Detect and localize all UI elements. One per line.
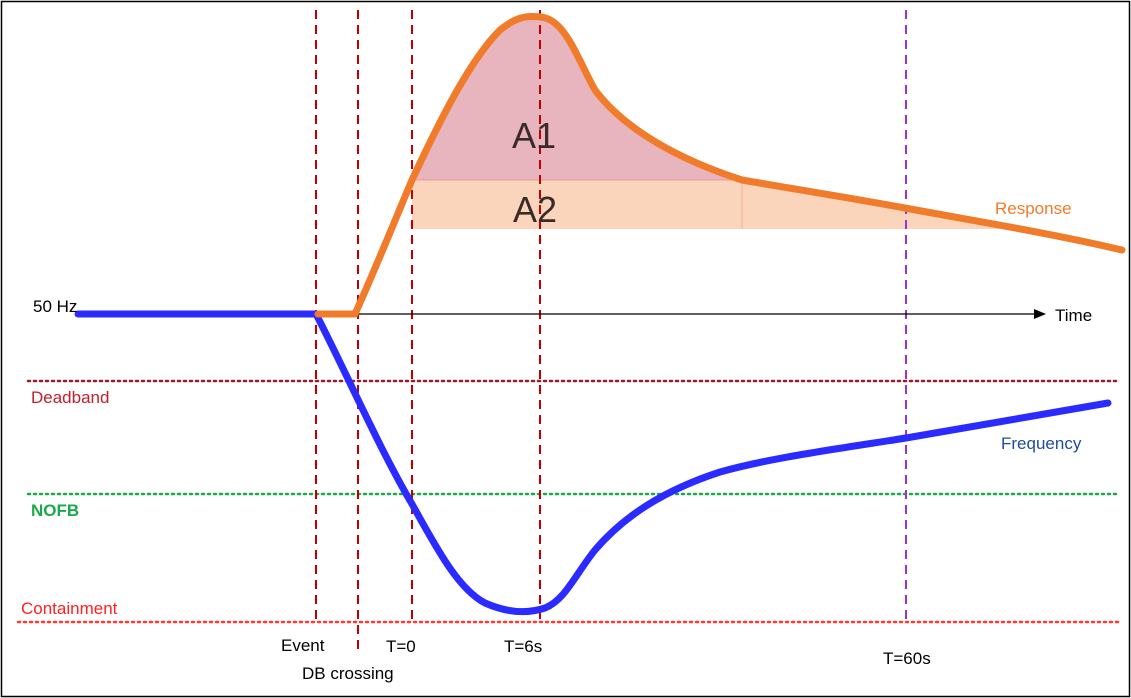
containment-label: Containment — [21, 599, 118, 618]
area-a1 — [412, 16, 742, 180]
response-label: Response — [995, 199, 1072, 218]
fifty-hz-label: 50 Hz — [33, 297, 77, 316]
t60-label: T=60s — [883, 649, 931, 668]
area-a2 — [412, 180, 1000, 229]
area-a2-label: A2 — [513, 189, 557, 230]
time-axis-label: Time — [1055, 306, 1092, 325]
db-crossing-label: DB crossing — [302, 664, 394, 683]
frequency-curve — [74, 310, 1112, 616]
event-label: Event — [281, 636, 325, 655]
frequency-label: Frequency — [1001, 434, 1082, 453]
t6-label: T=6s — [504, 637, 542, 656]
nofb-label: NOFB — [31, 501, 79, 520]
area-a1-label: A1 — [512, 115, 556, 156]
time-axis-arrowhead — [1034, 309, 1046, 319]
t0-label: T=0 — [386, 637, 416, 656]
deadband-label: Deadband — [31, 388, 109, 407]
response-curve — [314, 12, 1126, 318]
